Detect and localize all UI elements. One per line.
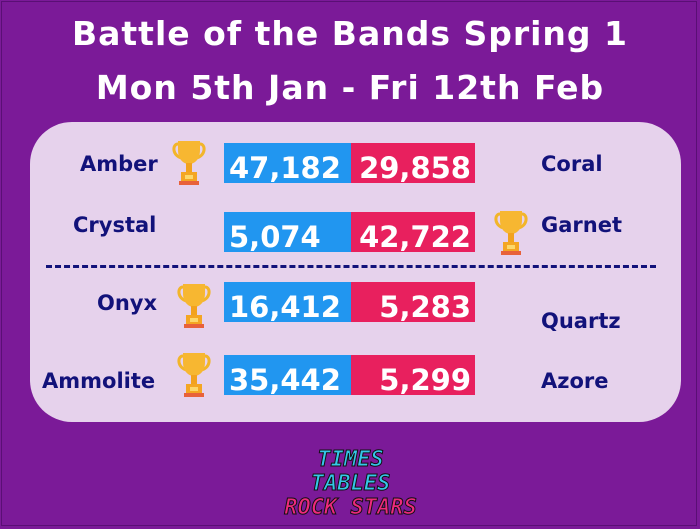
title-line-1: Battle of the Bands Spring 1 — [71, 14, 629, 53]
logo-line-1: TIMES TABLES — [310, 447, 391, 496]
score-coral: 29,858 — [351, 143, 475, 185]
trophy-icon — [177, 283, 211, 329]
team-quartz: Quartz — [541, 309, 621, 333]
score-amber: 47,182 — [224, 143, 351, 185]
score-crystal: 5,074 — [224, 212, 351, 254]
trophy-icon — [494, 210, 528, 256]
team-ammolite: Ammolite — [42, 369, 156, 393]
score-azore: 5,299 — [351, 355, 475, 397]
team-coral: Coral — [541, 152, 603, 176]
trophy-icon — [172, 140, 206, 186]
trophy-icon — [177, 352, 211, 398]
score-quartz: 5,283 — [351, 282, 475, 324]
times-tables-rockstars-logo: TIMES TABLES ROCK STARS — [278, 447, 423, 520]
logo-line-2: ROCK STARS — [284, 495, 417, 520]
team-onyx: Onyx — [97, 291, 158, 315]
team-amber: Amber — [80, 152, 158, 176]
team-crystal: Crystal — [73, 213, 157, 237]
divider — [46, 265, 656, 268]
title-line-2: Mon 5th Jan - Fri 12th Feb — [95, 68, 605, 107]
score-ammolite: 35,442 — [224, 355, 351, 397]
team-azore: Azore — [541, 369, 609, 393]
score-onyx: 16,412 — [224, 282, 351, 324]
score-garnet: 42,722 — [351, 212, 475, 254]
team-garnet: Garnet — [541, 213, 622, 237]
